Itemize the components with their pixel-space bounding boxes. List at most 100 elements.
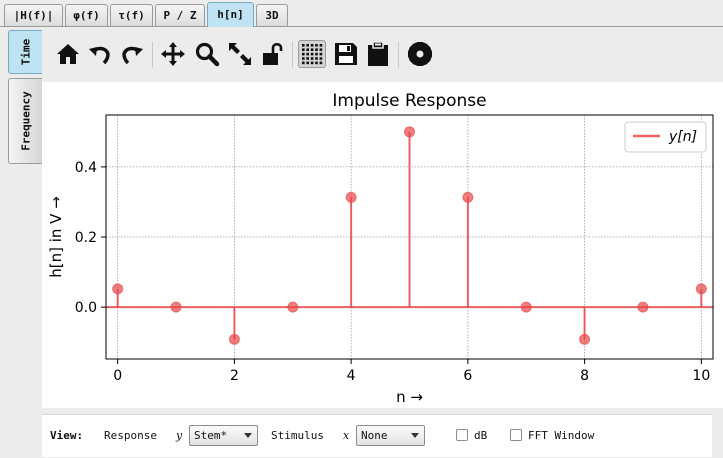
pan-icon bbox=[161, 42, 185, 66]
response-label: Response bbox=[104, 429, 157, 442]
grid-dot bbox=[302, 61, 305, 65]
stimulus-select[interactable]: None bbox=[356, 425, 425, 446]
response-select[interactable]: Stem* bbox=[189, 425, 258, 446]
x-tick-label: 6 bbox=[463, 368, 472, 384]
stem-marker bbox=[170, 301, 182, 313]
response-var-label: y bbox=[176, 429, 183, 442]
y-tick-label: 0.0 bbox=[75, 300, 97, 316]
x-tick-label: 8 bbox=[580, 368, 589, 384]
grid-dot bbox=[315, 44, 318, 47]
side-tab-time[interactable]: Time bbox=[8, 30, 42, 74]
side-tab-frequency[interactable]: Frequency bbox=[8, 78, 42, 164]
zoom-button[interactable] bbox=[193, 40, 221, 68]
save-button[interactable] bbox=[332, 40, 360, 68]
stem-marker bbox=[695, 283, 707, 295]
toolbar-separator bbox=[292, 42, 293, 68]
tab-0[interactable]: |H(f)| bbox=[4, 4, 63, 26]
stem-marker bbox=[287, 301, 299, 313]
response-select-value: Stem* bbox=[194, 429, 228, 442]
db-label: dB bbox=[474, 429, 488, 442]
redo-icon bbox=[122, 46, 143, 65]
plot-toolbar bbox=[42, 30, 723, 82]
grid-dot bbox=[302, 44, 305, 47]
stimulus-select-value: None bbox=[361, 429, 388, 442]
x-tick-label: 0 bbox=[113, 368, 122, 384]
zoom-icon bbox=[195, 42, 220, 67]
chevron-down-icon bbox=[244, 433, 252, 438]
impulse-response-chart[interactable]: 0 2 4 6 8 10 0.0 0.2 0.4 Impulse Response n → h[n] … bbox=[42, 82, 723, 408]
settings-button[interactable] bbox=[406, 40, 434, 68]
x-tick-label: 4 bbox=[347, 368, 356, 384]
view-options-bar: View: Response y Stem* Stimulus x None d… bbox=[42, 414, 712, 457]
grid-dot bbox=[315, 57, 318, 60]
gear-hole bbox=[416, 50, 424, 58]
legend: y[n] bbox=[624, 121, 707, 153]
y-tick-label: 0.2 bbox=[75, 230, 97, 246]
toolbar-separator bbox=[398, 42, 399, 68]
grid-dot bbox=[310, 57, 314, 60]
stem-marker bbox=[520, 301, 532, 313]
legend-label: y[n] bbox=[668, 129, 697, 145]
grid-dot bbox=[306, 61, 309, 65]
redo-button[interactable] bbox=[118, 40, 146, 68]
grid-icon bbox=[302, 44, 323, 65]
home-button[interactable] bbox=[54, 40, 82, 68]
lock-zoom-button[interactable] bbox=[258, 40, 286, 68]
chevron-down-icon bbox=[411, 433, 419, 438]
save-icon bbox=[335, 43, 357, 65]
grid-dot bbox=[319, 52, 323, 56]
grid-dot bbox=[306, 44, 309, 47]
stem-marker bbox=[404, 126, 415, 138]
legend-box bbox=[624, 121, 707, 153]
tab-4[interactable]: h[n] bbox=[207, 2, 254, 27]
stem-marker bbox=[228, 333, 240, 345]
grid-dot bbox=[319, 61, 323, 65]
stem-marker bbox=[637, 301, 649, 313]
grid-dot bbox=[306, 52, 309, 56]
db-checkbox[interactable] bbox=[456, 429, 468, 441]
tab-3[interactable]: P / Z bbox=[155, 4, 205, 26]
grid-dot bbox=[310, 44, 314, 47]
grid-dot bbox=[310, 48, 314, 51]
copy-to-clipboard-button[interactable] bbox=[364, 40, 392, 68]
full-extent-icon bbox=[229, 43, 251, 65]
grid-dot bbox=[315, 48, 318, 51]
fft-window-checkbox[interactable] bbox=[510, 429, 522, 441]
x-tick-label: 2 bbox=[230, 368, 239, 384]
tab-2[interactable]: τ(f) bbox=[110, 4, 153, 26]
grid-dot bbox=[302, 48, 305, 51]
x-axis-label: n → bbox=[396, 388, 423, 406]
stem-marker bbox=[579, 333, 591, 345]
full-extent-button[interactable] bbox=[226, 40, 254, 68]
tab-5[interactable]: 3D bbox=[256, 4, 288, 26]
side-tab-time-label: Time bbox=[19, 38, 32, 66]
x-tick-label: 10 bbox=[692, 368, 710, 384]
undo-icon bbox=[89, 46, 110, 65]
stimulus-var-label: x bbox=[343, 429, 350, 442]
side-tab-frequency-label: Frequency bbox=[19, 91, 32, 151]
grid-dot bbox=[302, 57, 305, 60]
grid-dot bbox=[310, 52, 314, 56]
stimulus-label: Stimulus bbox=[271, 429, 324, 442]
pan-button[interactable] bbox=[159, 40, 187, 68]
unlock-icon bbox=[263, 42, 283, 65]
y-tick-label: 0.4 bbox=[75, 160, 97, 176]
view-label: View: bbox=[50, 429, 84, 442]
stem-marker bbox=[112, 283, 124, 295]
stem-marker bbox=[462, 191, 474, 203]
grid-dot bbox=[315, 61, 318, 65]
clipboard-icon bbox=[368, 41, 388, 66]
toolbar-separator bbox=[152, 42, 153, 68]
home-icon bbox=[57, 44, 79, 64]
tab-bar-divider bbox=[0, 26, 723, 27]
fft-window-label: FFT Window bbox=[528, 429, 595, 442]
grid-dot bbox=[306, 57, 309, 60]
y-axis-label: h[n] in V → bbox=[47, 196, 65, 278]
grid-button[interactable] bbox=[298, 40, 326, 68]
settings-icon bbox=[407, 41, 433, 67]
grid-dot bbox=[319, 44, 323, 47]
undo-button[interactable] bbox=[86, 40, 114, 68]
chart-title: Impulse Response bbox=[332, 91, 486, 111]
tab-1[interactable]: φ(f) bbox=[65, 4, 108, 26]
grid-dot bbox=[319, 48, 323, 51]
